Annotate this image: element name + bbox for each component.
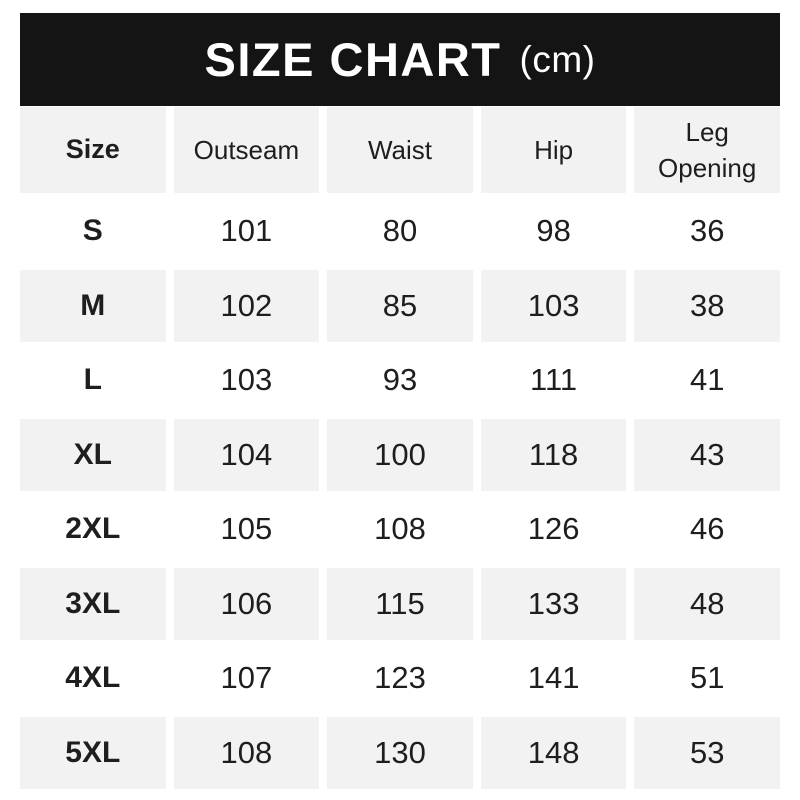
column-header-hip: Hip (480, 107, 627, 193)
value-cell: 103 (220, 362, 273, 398)
value-cell: 93 (382, 362, 418, 398)
value-cell: 38 (634, 269, 780, 342)
value-cell: 115 (327, 567, 473, 640)
column-header-outseam: Outseam (173, 107, 320, 193)
size-label-cell: 4XL (65, 661, 121, 695)
value-cell: 85 (327, 269, 473, 342)
value-cell: 53 (634, 716, 780, 789)
value-cell: 107 (220, 660, 273, 696)
value-cell: 36 (689, 213, 725, 249)
value-cell: 101 (220, 213, 273, 249)
value-cell: 108 (173, 716, 320, 789)
value-cell: 100 (327, 418, 473, 491)
value-cell: 108 (374, 511, 426, 547)
value-cell: 51 (689, 660, 725, 696)
size-table: Size Outseam Waist Hip Leg Opening S 101… (20, 107, 780, 789)
value-cell: 118 (480, 418, 627, 491)
value-cell: 41 (689, 362, 725, 398)
value-cell: 98 (536, 213, 571, 249)
value-cell: 148 (480, 716, 627, 789)
banner-unit: (cm) (519, 38, 596, 80)
size-label-cell: M (20, 269, 166, 342)
value-cell: 102 (173, 269, 320, 342)
value-cell: 123 (374, 660, 426, 696)
value-cell: 126 (527, 511, 580, 547)
value-cell: 43 (634, 418, 780, 491)
value-cell: 105 (220, 511, 273, 547)
value-cell: 46 (689, 511, 725, 547)
size-label-cell: 3XL (20, 567, 166, 640)
column-header-leg-opening: Leg Opening (634, 107, 780, 193)
size-label-cell: XL (20, 418, 166, 491)
value-cell: 48 (634, 567, 780, 640)
value-cell: 130 (327, 716, 473, 789)
size-label-cell: 2XL (65, 512, 121, 546)
size-label-cell: S (82, 214, 103, 248)
value-cell: 111 (530, 362, 578, 398)
size-chart-banner: SIZE CHART (cm) (20, 13, 780, 106)
banner-title: SIZE CHART (204, 33, 502, 86)
value-cell: 103 (480, 269, 627, 342)
value-cell: 133 (480, 567, 627, 640)
value-cell: 141 (527, 660, 580, 696)
column-header-waist: Waist (327, 107, 473, 193)
value-cell: 80 (382, 213, 418, 249)
size-label-cell: L (83, 363, 102, 397)
value-cell: 106 (173, 567, 320, 640)
size-label-cell: 5XL (20, 716, 166, 789)
column-header-size: Size (20, 107, 166, 193)
value-cell: 104 (173, 418, 320, 491)
